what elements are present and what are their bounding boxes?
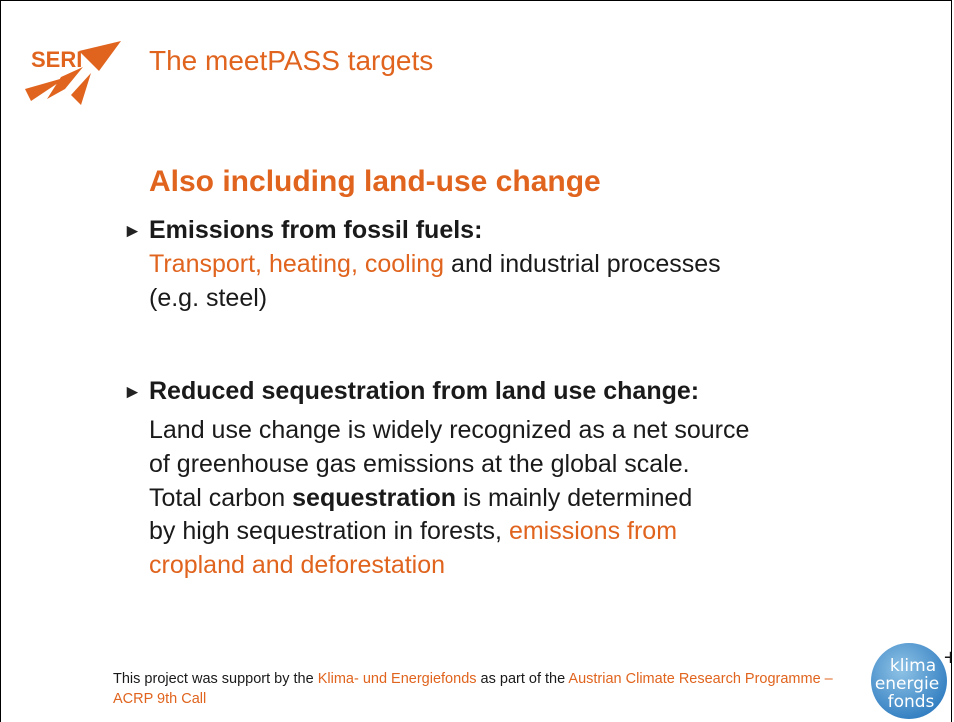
highlight: cropland and deforestation	[149, 551, 446, 579]
text: This project was support by the	[113, 671, 318, 687]
bullet-heading: Reduced sequestration from land use chan…	[149, 377, 700, 405]
bullet-marker: ►	[123, 221, 142, 242]
bullet-line: by high sequestration in forests, emissi…	[149, 514, 677, 548]
text: and industrial processes	[444, 250, 721, 278]
highlight: Transport, heating, cooling	[149, 250, 445, 278]
slide-title: The meetPASS targets	[149, 45, 434, 76]
text: of greenhouse gas emissions at the globa…	[149, 450, 690, 478]
highlight: Austrian Climate Research Programme – AC…	[113, 671, 833, 707]
text: (e.g. steel)	[149, 284, 268, 312]
bullet-heading: Emissions from fossil fuels:	[149, 216, 483, 244]
bullet-line: cropland and deforestation	[149, 548, 445, 582]
bullet-line: of greenhouse gas emissions at the globa…	[149, 447, 690, 481]
highlight: emissions from	[508, 517, 678, 545]
text: Land use change is widely recognized as …	[149, 416, 750, 444]
footer: This project was support by the Klima- u…	[113, 669, 833, 709]
text: Total carbon	[149, 484, 293, 512]
bullet-line: Total carbon sequestration is mainly det…	[149, 481, 692, 515]
bullet-marker: ►	[123, 382, 142, 403]
seri-logo: SERI	[25, 41, 121, 105]
bullet-line: Land use change is widely recognized as …	[149, 413, 749, 447]
text: by high sequestration in forests,	[149, 517, 509, 545]
bullet-line: Transport, heating, cooling and industri…	[149, 247, 721, 281]
bold-text: sequestration	[292, 484, 457, 512]
logo-text: SERI	[31, 47, 82, 72]
highlight: Klima- und Energiefonds	[317, 671, 477, 687]
badge-plus: +	[943, 647, 952, 668]
subtitle: Also including land-use change	[149, 165, 601, 198]
klima-logo: klima energie fonds +	[871, 643, 952, 719]
text: as part of the	[476, 671, 569, 687]
badge-line: klima	[890, 656, 936, 676]
badge-line: fonds	[888, 692, 935, 712]
badge-line: energie	[875, 674, 939, 694]
text: is mainly determined	[456, 484, 693, 512]
bullet-line: (e.g. steel)	[149, 281, 267, 315]
